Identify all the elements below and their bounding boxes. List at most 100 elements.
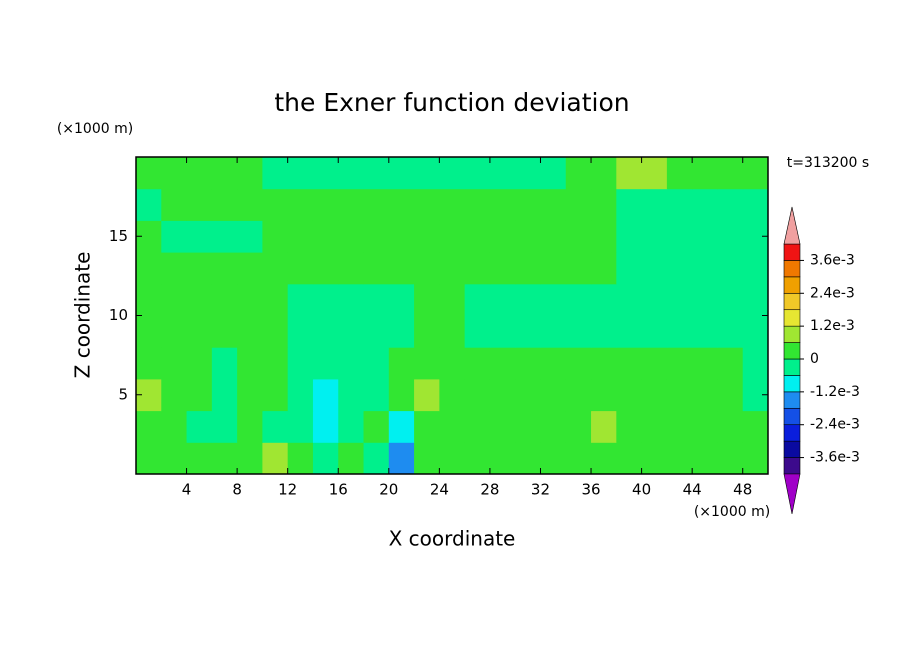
contour-cell: [540, 220, 567, 253]
contour-cell: [742, 347, 769, 380]
contour-cell: [287, 410, 314, 443]
contour-cell: [717, 410, 744, 443]
contour-cell: [717, 188, 744, 221]
colorbar-box: [783, 457, 801, 475]
contour-cell: [161, 410, 188, 443]
contour-cell: [414, 442, 440, 475]
x-tick-label: 40: [632, 481, 651, 499]
contour-cell: [489, 347, 516, 380]
contour-cell: [287, 442, 314, 475]
contour-cell: [237, 188, 263, 221]
contour-cell: [312, 410, 339, 443]
colorbar-box: [783, 375, 801, 393]
contour-cell: [464, 283, 491, 316]
x-tick-label: 48: [733, 481, 752, 499]
contour-cell: [717, 347, 744, 380]
contour-cell: [591, 315, 617, 348]
contour-cell: [237, 220, 263, 253]
contour-cell: [262, 410, 289, 443]
contour-cell: [363, 347, 390, 380]
contour-cell: [742, 252, 769, 285]
contour-cell: [312, 283, 339, 316]
contour-cell: [565, 283, 592, 316]
contour-cell: [136, 188, 162, 221]
contour-cell: [464, 410, 491, 443]
contour-cell: [338, 283, 365, 316]
contour-cell: [515, 442, 541, 475]
contour-cell: [439, 157, 466, 190]
contour-cell: [363, 283, 390, 316]
colorbar-over: [783, 206, 801, 245]
colorbar-under: [783, 473, 801, 515]
colorbar-box: [783, 391, 801, 409]
contour-cell: [237, 410, 263, 443]
contour-cell: [540, 410, 567, 443]
contour-cell: [692, 347, 718, 380]
contour-cell: [287, 283, 314, 316]
contour-cell: [262, 283, 289, 316]
contour-cell: [262, 220, 289, 253]
contour-cell: [616, 220, 643, 253]
y-tick-label: 10: [109, 306, 128, 324]
contour-cell: [312, 157, 339, 190]
contour-cell: [641, 378, 668, 412]
contour-cell: [641, 442, 668, 475]
contour-cell: [136, 283, 162, 316]
contour-cell: [439, 252, 466, 285]
contour-cell: [742, 410, 769, 443]
contour-cell: [439, 347, 466, 380]
contour-cell: [363, 220, 390, 253]
contour-cell: [464, 442, 491, 475]
contour-cell: [591, 378, 617, 412]
contour-cell: [489, 252, 516, 285]
contour-cell: [287, 378, 314, 412]
y-tick-label: 5: [118, 385, 128, 403]
contour-cell: [540, 157, 567, 190]
contour-cell: [388, 347, 415, 380]
contour-cell: [439, 378, 466, 412]
contour-cell: [540, 442, 567, 475]
contour-cell: [565, 220, 592, 253]
contour-cell: [515, 188, 541, 221]
contour-cell: [591, 442, 617, 475]
contour-cell: [641, 157, 668, 190]
contour-cell: [186, 252, 213, 285]
colorbar-box: [783, 407, 801, 426]
contour-cell: [161, 378, 188, 412]
contour-cell: [186, 157, 213, 190]
contour-cell: [262, 315, 289, 348]
contour-cell: [515, 378, 541, 412]
contour-cell: [641, 347, 668, 380]
contour-cell: [692, 315, 718, 348]
contour-cell: [237, 283, 263, 316]
x-tick-label: 24: [430, 481, 449, 499]
contour-cell: [515, 220, 541, 253]
contour-cell: [692, 188, 718, 221]
contour-cell: [338, 315, 365, 348]
contour-cell: [489, 410, 516, 443]
contour-cell: [363, 252, 390, 285]
contour-cell: [692, 220, 718, 253]
contour-cell: [742, 188, 769, 221]
contour-cell: [515, 347, 541, 380]
contour-cell: [312, 252, 339, 285]
contour-cell: [666, 410, 693, 443]
contour-cell: [414, 283, 440, 316]
contour-cell: [717, 283, 744, 316]
contour-cell: [616, 157, 643, 190]
contour-cell: [439, 283, 466, 316]
y-unit: (×1000 m): [57, 121, 133, 137]
y-axis-label: Z coordinate: [71, 252, 95, 379]
contour-cell: [641, 220, 668, 253]
contour-cell: [489, 442, 516, 475]
contour-cell: [489, 188, 516, 221]
contour-cell: [211, 410, 238, 443]
contour-cell: [717, 220, 744, 253]
y-tick-label: 15: [109, 227, 128, 245]
contour-cell: [464, 220, 491, 253]
contour-cell: [464, 347, 491, 380]
contour-cell: [439, 410, 466, 443]
contour-cell: [565, 252, 592, 285]
contour-cell: [692, 252, 718, 285]
contour-cell: [312, 347, 339, 380]
